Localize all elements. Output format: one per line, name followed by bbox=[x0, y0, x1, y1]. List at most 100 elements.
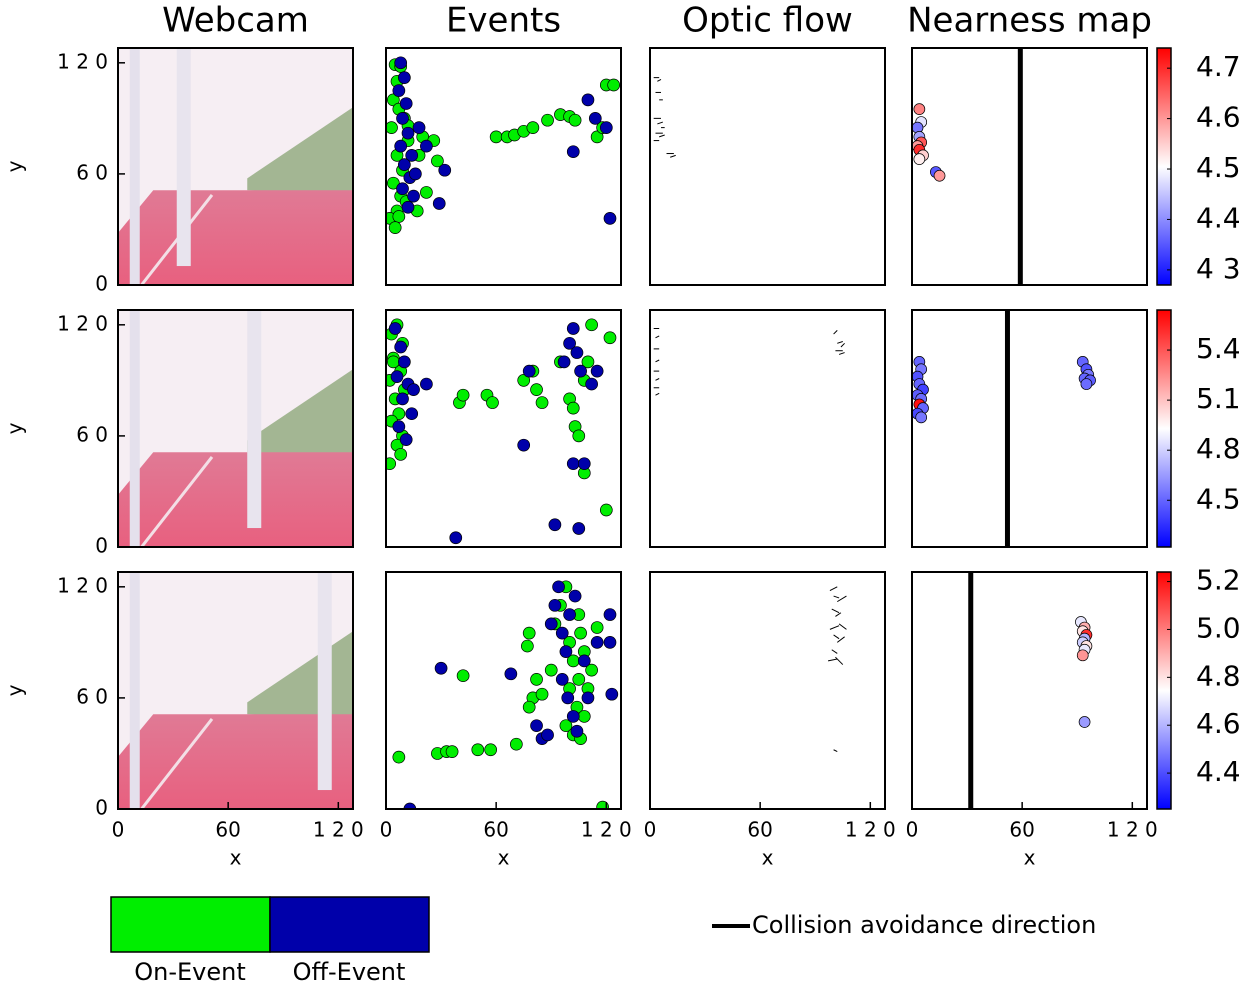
flow-vector bbox=[833, 595, 840, 599]
event-point bbox=[398, 355, 411, 369]
colorbar-tick-label: 4.6 bbox=[1196, 101, 1241, 134]
flow-vector bbox=[657, 79, 662, 82]
flow-vector bbox=[655, 392, 660, 396]
event-point bbox=[409, 167, 422, 181]
legend-swatch bbox=[110, 896, 271, 953]
event-point bbox=[585, 663, 598, 677]
y-tick-label: 0 bbox=[95, 272, 108, 296]
event-point bbox=[588, 112, 602, 125]
event-point bbox=[541, 728, 554, 742]
colorbar-tick-label: 5.0 bbox=[1196, 611, 1241, 644]
event-point bbox=[401, 126, 415, 140]
y-tick-label: 1 2 0 bbox=[57, 311, 108, 335]
y-axis-label: y bbox=[3, 422, 27, 434]
event-point bbox=[544, 617, 558, 631]
panel bbox=[392, 580, 619, 809]
panel-frame bbox=[649, 47, 886, 286]
colorbar-tick-label: 5.4 bbox=[1196, 332, 1241, 365]
colorbar bbox=[1156, 47, 1172, 286]
trees bbox=[247, 107, 353, 195]
x-axis-label: x bbox=[498, 846, 510, 870]
road-line bbox=[140, 718, 214, 809]
x-tick-label: 0 bbox=[644, 818, 657, 842]
event-point bbox=[599, 503, 613, 517]
pole bbox=[129, 48, 140, 285]
panel-frame bbox=[385, 571, 622, 810]
panel-frame bbox=[911, 309, 1148, 548]
event-point bbox=[486, 396, 499, 409]
x-axis-label: x bbox=[1024, 846, 1036, 870]
event-point bbox=[504, 667, 518, 681]
column-title: Webcam bbox=[162, 1, 309, 41]
event-point bbox=[526, 121, 540, 134]
legend-label: Off-Event bbox=[293, 958, 406, 986]
colorbar-tick-label: 4 3 bbox=[1196, 252, 1241, 285]
flow-vector bbox=[833, 634, 840, 640]
x-tick-label: 1 2 0 bbox=[845, 818, 896, 842]
event-point bbox=[392, 210, 406, 223]
flow-vector bbox=[836, 636, 845, 643]
panel bbox=[827, 586, 847, 753]
flow-vector bbox=[840, 342, 845, 348]
x-tick-label: 1 2 0 bbox=[1107, 818, 1158, 842]
event-point bbox=[521, 639, 534, 653]
event-point bbox=[399, 433, 413, 446]
panel bbox=[118, 572, 353, 809]
flow-vector bbox=[835, 612, 842, 617]
event-point bbox=[559, 645, 573, 658]
flow-vector bbox=[827, 658, 838, 662]
nearness-point bbox=[915, 411, 928, 424]
x-tick-label: 1 2 0 bbox=[581, 818, 632, 842]
flow-vector bbox=[655, 335, 660, 339]
event-point bbox=[489, 130, 503, 144]
event-point bbox=[566, 322, 580, 335]
event-point bbox=[405, 149, 419, 162]
event-point bbox=[603, 331, 617, 345]
event-point bbox=[420, 139, 433, 153]
flow-vector bbox=[657, 121, 664, 125]
event-point bbox=[522, 700, 536, 714]
colorbar bbox=[1156, 571, 1172, 810]
panel-frame bbox=[649, 571, 886, 810]
colorbar bbox=[1156, 309, 1172, 548]
event-point bbox=[449, 531, 463, 545]
event-point bbox=[394, 448, 408, 461]
x-tick-label: 0 bbox=[906, 818, 919, 842]
colorbar-tick-label: 5.2 bbox=[1196, 564, 1241, 597]
colorbar-tick-label: 4.4 bbox=[1196, 201, 1241, 234]
nearness-point bbox=[1078, 716, 1091, 728]
panel-frame bbox=[117, 571, 354, 810]
event-point bbox=[420, 186, 433, 199]
event-point bbox=[572, 429, 586, 443]
event-point bbox=[530, 719, 543, 733]
event-point bbox=[392, 420, 406, 433]
event-point bbox=[570, 724, 584, 738]
event-point bbox=[572, 522, 586, 535]
event-point bbox=[438, 163, 452, 177]
event-point bbox=[574, 626, 587, 640]
event-point bbox=[456, 669, 470, 683]
nearness-point bbox=[933, 169, 946, 182]
pole bbox=[247, 310, 262, 529]
nearness-point bbox=[1080, 378, 1093, 390]
x-tick-label: 0 bbox=[380, 818, 393, 842]
event-point bbox=[555, 673, 569, 686]
event-point bbox=[431, 154, 444, 168]
colorbar-tick-label: 4.5 bbox=[1196, 151, 1241, 184]
flow-vector bbox=[831, 649, 838, 654]
panel-frame bbox=[385, 309, 622, 548]
nearness-point bbox=[913, 103, 926, 115]
pole bbox=[129, 310, 140, 547]
event-point bbox=[572, 673, 586, 686]
event-point bbox=[398, 71, 411, 84]
panel bbox=[386, 318, 617, 545]
event-point bbox=[388, 221, 402, 234]
event-point bbox=[394, 340, 408, 354]
colorbar-tick-label: 4.8 bbox=[1196, 432, 1241, 465]
y-tick-label: 1 2 0 bbox=[57, 49, 108, 73]
flow-vector bbox=[659, 134, 665, 138]
event-point bbox=[590, 621, 604, 634]
event-point bbox=[603, 636, 617, 649]
x-axis-label: x bbox=[762, 846, 774, 870]
event-point bbox=[568, 113, 582, 127]
